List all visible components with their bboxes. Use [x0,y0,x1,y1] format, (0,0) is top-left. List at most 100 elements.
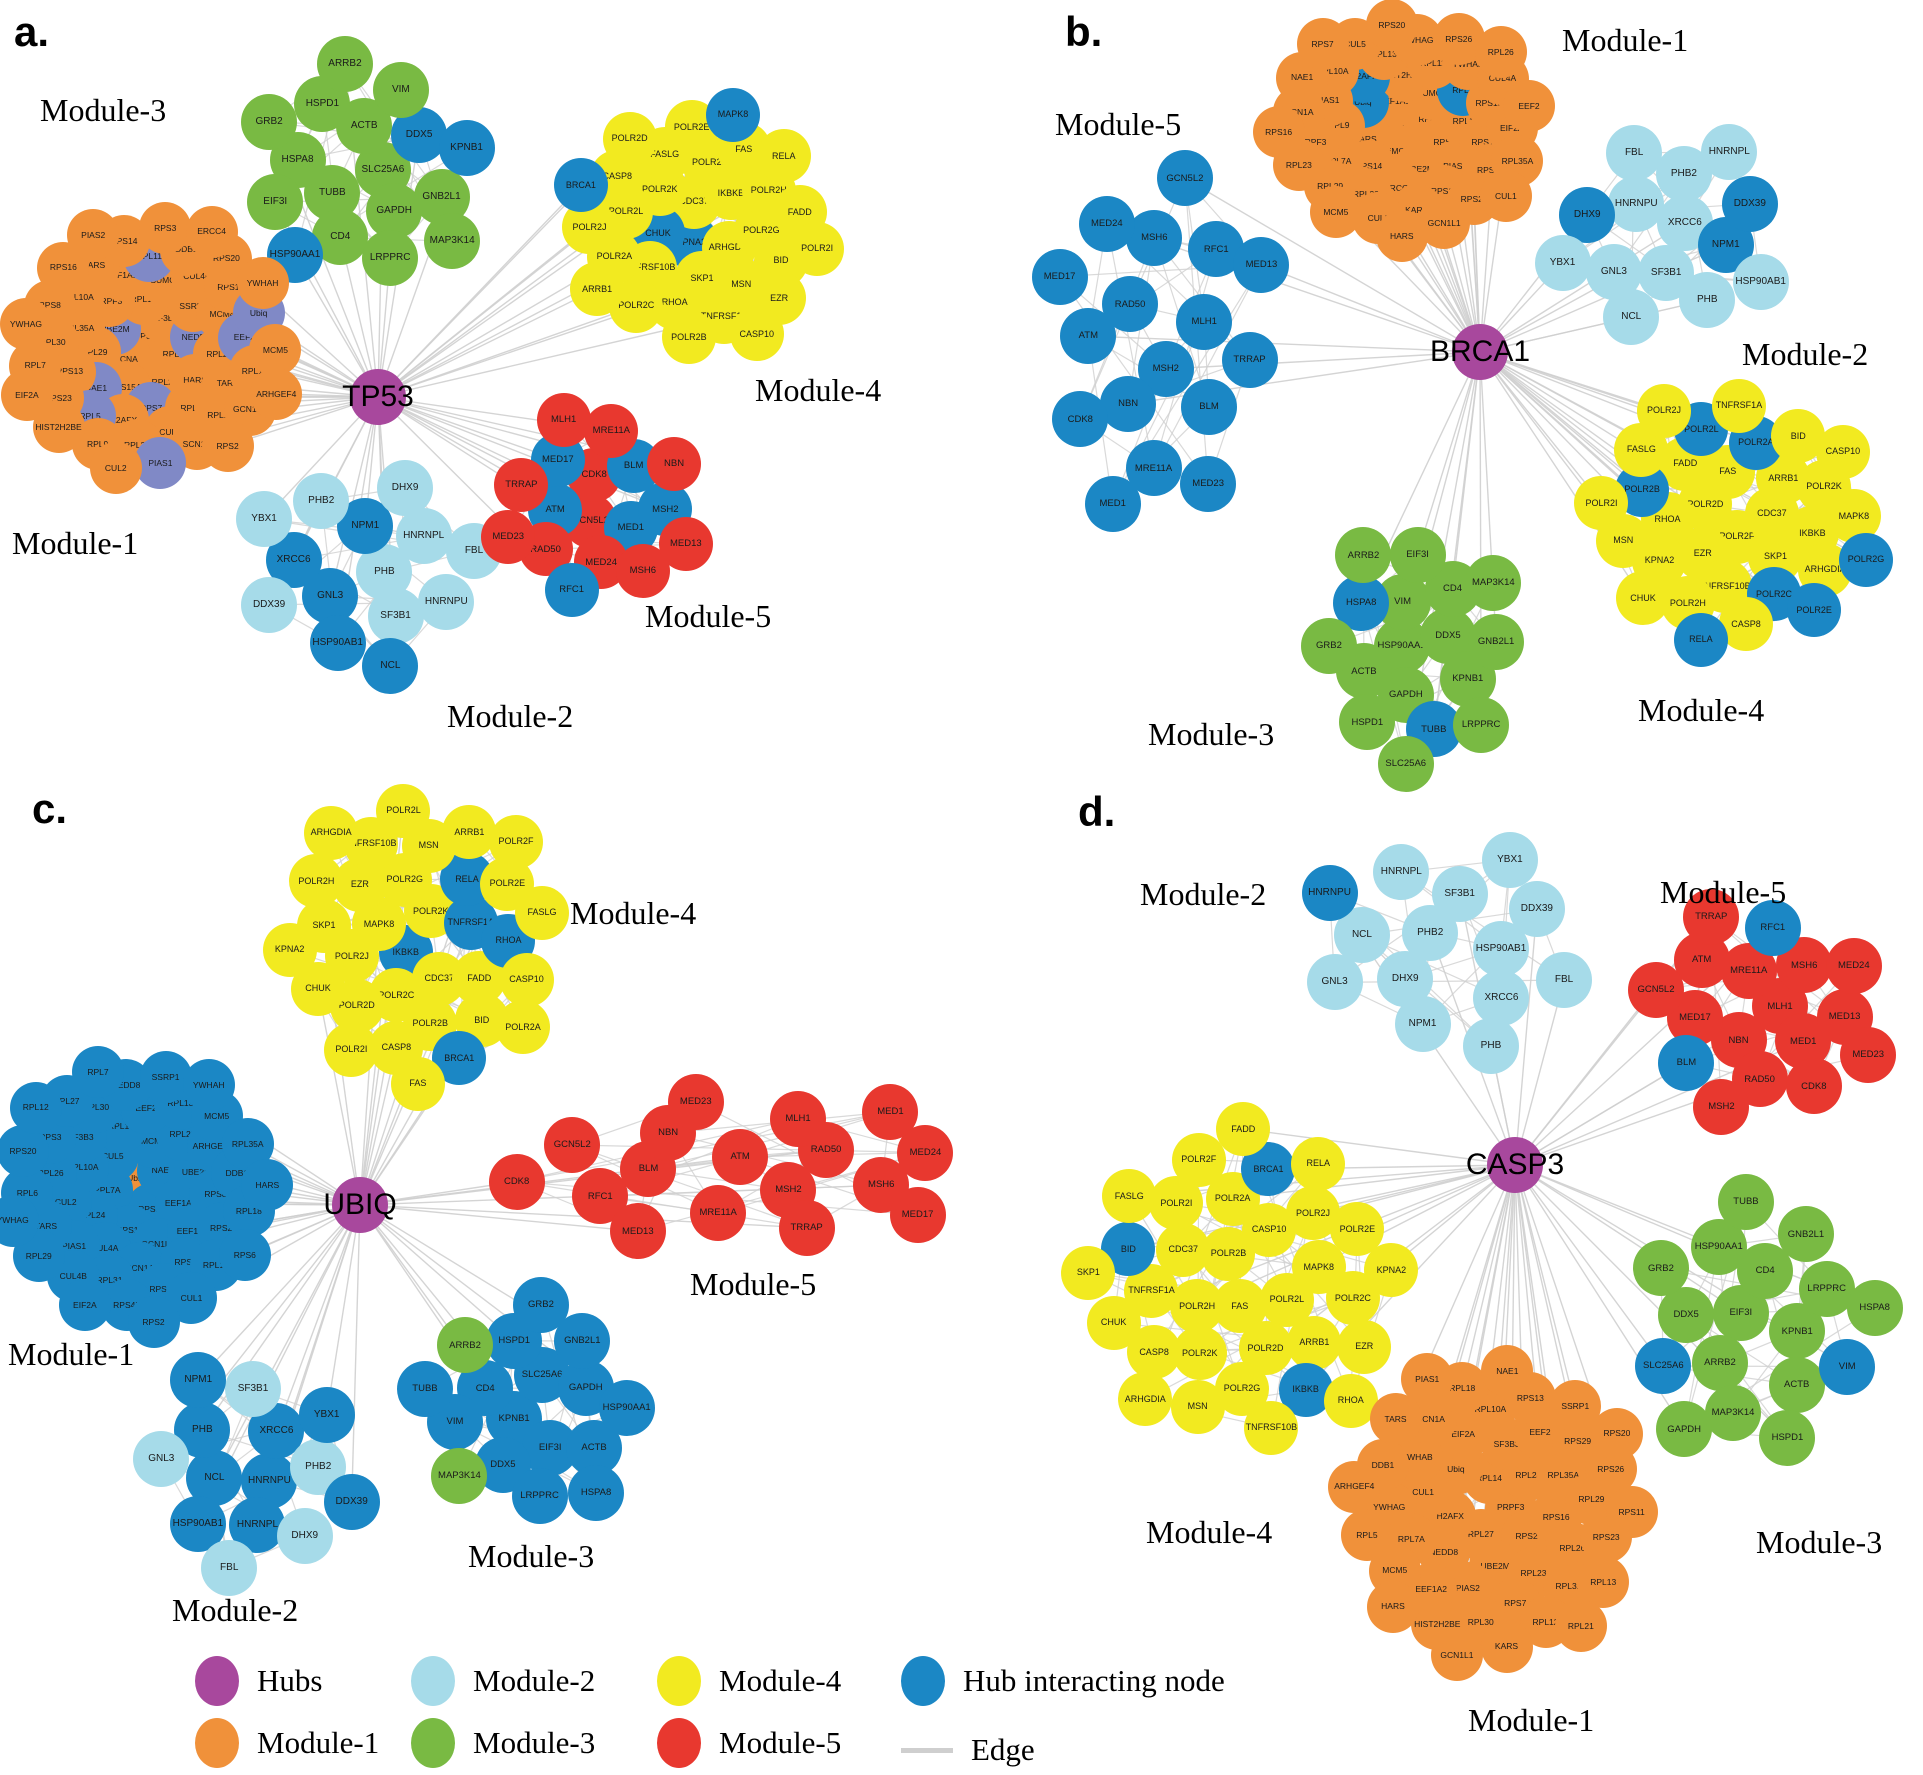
node-CASP8[interactable]: CASP8 [1718,597,1773,652]
node-MAP3K14[interactable]: MAP3K14 [424,213,481,270]
node-MED23[interactable]: MED23 [1180,455,1237,512]
node-RFC1[interactable]: RFC1 [1744,899,1801,956]
node-HSPD1[interactable]: HSPD1 [1339,694,1396,751]
node-ERCC4[interactable]: ERCC4 [185,205,238,258]
node-HNRNPU[interactable]: HNRNPU [1608,175,1665,232]
node-DHX9[interactable]: DHX9 [377,459,434,516]
node-MLH1[interactable]: MLH1 [1176,293,1233,350]
node-RPS20[interactable]: RPS20 [1365,0,1418,51]
node-TRRAP[interactable]: TRRAP [1683,889,1740,946]
node-HSPA8[interactable]: HSPA8 [568,1465,625,1522]
node-POLR2H[interactable]: POLR2H [1170,1279,1225,1334]
node-SLC25A6[interactable]: SLC25A6 [1635,1337,1692,1394]
node-MED23[interactable]: MED23 [1840,1027,1897,1084]
node-MED13[interactable]: MED13 [1233,236,1290,293]
node-GCN5L2[interactable]: GCN5L2 [1628,961,1685,1018]
node-POLR2L[interactable]: POLR2L [376,783,431,838]
node-CHUK[interactable]: CHUK [1615,571,1670,626]
node-POLR2E[interactable]: POLR2E [1787,583,1842,638]
node-FASLG[interactable]: FASLG [1102,1169,1157,1224]
node-CASP10[interactable]: CASP10 [1815,424,1870,479]
node-GCN5L2[interactable]: GCN5L2 [1156,150,1213,207]
node-ARHGDIA[interactable]: ARHGDIA [1118,1372,1173,1427]
node-ACTB[interactable]: ACTB [1768,1357,1825,1414]
node-RPL5[interactable]: RPL5 [1340,1508,1393,1561]
node-GNL3[interactable]: GNL3 [1306,954,1363,1011]
node-MSH6[interactable]: MSH6 [1126,209,1183,266]
node-LRPPRC[interactable]: LRPPRC [511,1468,568,1525]
node-NCL[interactable]: NCL [362,638,419,695]
node-POLR2J[interactable]: POLR2J [1637,383,1691,438]
node-PIAS1[interactable]: PIAS1 [1401,1353,1454,1406]
node-FBL[interactable]: FBL [1536,952,1593,1009]
node-EEF2[interactable]: EEF2 [1503,80,1556,133]
node-MAP3K14[interactable]: MAP3K14 [1465,555,1522,611]
node-SF3B1[interactable]: SF3B1 [1431,865,1488,922]
node-HARS[interactable]: HARS [241,1159,294,1212]
node-NPM1[interactable]: NPM1 [170,1351,227,1408]
node-NCL[interactable]: NCL [186,1450,243,1507]
node-MED1[interactable]: MED1 [1084,475,1141,532]
node-MED24[interactable]: MED24 [1825,937,1882,994]
node-HSP90AB1[interactable]: HSP90AB1 [1732,254,1789,311]
node-KPNA2[interactable]: KPNA2 [262,922,317,977]
node-NAE1[interactable]: NAE1 [1481,1344,1534,1397]
node-SLC25A6[interactable]: SLC25A6 [1377,735,1434,792]
node-BRCA1[interactable]: BRCA1 [1241,1142,1296,1197]
node-YWHAH[interactable]: YWHAH [236,257,289,310]
node-RPL7[interactable]: RPL7 [72,1046,125,1099]
node-POLR2I[interactable]: POLR2I [790,221,845,276]
node-MSN[interactable]: MSN [1170,1379,1225,1434]
node-FASLG[interactable]: FASLG [1614,422,1669,477]
node-TUBB[interactable]: TUBB [1717,1174,1774,1231]
hub-node-ubiq[interactable]: UBIQ [323,1177,397,1233]
node-POLR2F[interactable]: POLR2F [488,814,543,869]
node-ARRB2[interactable]: ARRB2 [1691,1335,1748,1392]
node-TRRAP[interactable]: TRRAP [1221,331,1278,388]
node-ATM[interactable]: ATM [1060,307,1117,364]
node-LRPPRC[interactable]: LRPPRC [362,230,419,287]
node-POLR2F[interactable]: POLR2F [1171,1132,1226,1187]
node-LRPPRC[interactable]: LRPPRC [1798,1260,1855,1317]
node-GCN1L1[interactable]: GCN1L1 [1418,196,1471,249]
node-EIF3I[interactable]: EIF3I [1389,526,1446,583]
node-EIF2A[interactable]: EIF2A [58,1279,111,1332]
node-POLR2A[interactable]: POLR2A [496,1000,551,1055]
node-RPS3[interactable]: RPS3 [139,202,192,255]
node-CASP10[interactable]: CASP10 [729,307,784,362]
node-MAP3K14[interactable]: MAP3K14 [431,1447,488,1504]
node-RPS20[interactable]: RPS20 [0,1125,49,1178]
node-RPS6[interactable]: RPS6 [218,1228,271,1281]
node-GRB2[interactable]: GRB2 [1300,617,1357,674]
node-KPNA2[interactable]: KPNA2 [1364,1243,1419,1298]
node-VIM[interactable]: VIM [372,61,429,118]
node-MED23[interactable]: MED23 [667,1074,724,1131]
node-ARHGEF4[interactable]: ARHGEF4 [250,367,303,420]
node-ARRB2[interactable]: ARRB2 [1335,527,1392,584]
node-GRB2[interactable]: GRB2 [512,1276,569,1333]
node-HSPA8[interactable]: HSPA8 [1846,1280,1903,1337]
node-EIF3I[interactable]: EIF3I [247,174,304,231]
node-HSP90AA1[interactable]: HSP90AA1 [598,1380,655,1437]
node-YBX1[interactable]: YBX1 [298,1386,355,1443]
node-VIM[interactable]: VIM [1819,1338,1876,1395]
node-TNFRSF10B[interactable]: TNFRSF10B [1244,1400,1299,1455]
node-MED13[interactable]: MED13 [658,516,713,571]
node-ARRB1[interactable]: ARRB1 [442,805,497,860]
node-GNL3[interactable]: GNL3 [133,1430,190,1487]
node-RPS7[interactable]: RPS7 [1296,17,1349,70]
node-PIAS2[interactable]: PIAS2 [67,208,120,261]
node-RPL12[interactable]: RPL12 [9,1081,62,1134]
node-PHB2[interactable]: PHB2 [293,472,350,529]
node-SF3B1[interactable]: SF3B1 [367,588,424,645]
node-CDK8[interactable]: CDK8 [488,1153,545,1210]
node-KARS[interactable]: KARS [1480,1620,1533,1673]
node-CDK8[interactable]: CDK8 [1052,391,1109,448]
node-HARS[interactable]: HARS [1375,210,1428,263]
node-MLH1[interactable]: MLH1 [536,393,591,448]
node-MCM5[interactable]: MCM5 [249,324,302,377]
node-NBN[interactable]: NBN [647,436,702,491]
node-EZR[interactable]: EZR [1337,1319,1392,1374]
node-PIAS1[interactable]: PIAS1 [134,437,187,490]
node-MED17[interactable]: MED17 [1031,248,1088,305]
